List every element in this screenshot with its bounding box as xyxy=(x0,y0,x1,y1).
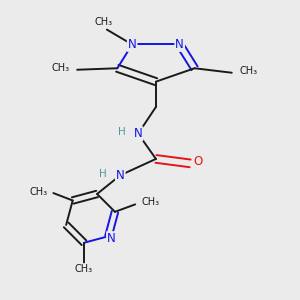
Text: CH₃: CH₃ xyxy=(52,63,70,73)
Text: N: N xyxy=(128,38,136,51)
Text: CH₃: CH₃ xyxy=(95,17,113,27)
Text: N: N xyxy=(175,38,184,51)
Text: O: O xyxy=(193,155,202,168)
Text: H: H xyxy=(99,169,106,179)
Text: N: N xyxy=(107,232,116,245)
Text: CH₃: CH₃ xyxy=(239,66,257,76)
Text: N: N xyxy=(116,169,125,182)
Text: N: N xyxy=(134,127,142,140)
Text: CH₃: CH₃ xyxy=(29,187,47,196)
Text: H: H xyxy=(118,127,126,137)
Text: CH₃: CH₃ xyxy=(75,264,93,274)
Text: CH₃: CH₃ xyxy=(141,197,159,207)
